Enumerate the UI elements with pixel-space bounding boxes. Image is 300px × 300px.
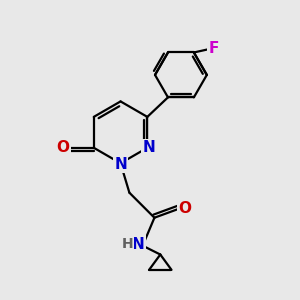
- Text: N: N: [132, 237, 145, 252]
- Text: N: N: [142, 140, 155, 155]
- Text: O: O: [178, 201, 191, 216]
- Text: H: H: [122, 237, 133, 251]
- Text: F: F: [208, 40, 219, 56]
- Text: N: N: [114, 157, 127, 172]
- Text: O: O: [57, 140, 70, 155]
